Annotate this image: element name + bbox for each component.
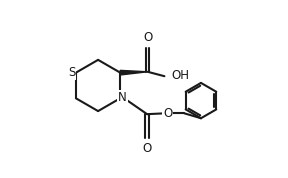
Text: O: O [163,107,173,120]
Text: O: O [143,142,152,155]
Text: O: O [143,31,152,44]
Polygon shape [120,70,148,75]
Text: OH: OH [171,69,189,82]
Text: S: S [68,66,75,79]
Text: N: N [118,91,127,104]
